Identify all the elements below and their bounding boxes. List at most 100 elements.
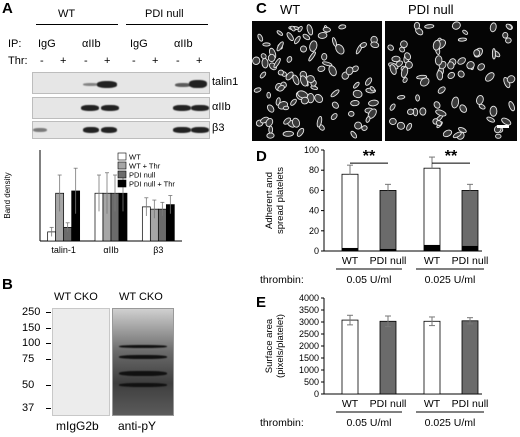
x-tick-label: PDI null xyxy=(452,398,489,410)
platelet xyxy=(491,48,496,60)
y-axis-label: (pixels/platelet) xyxy=(275,314,286,378)
platelet xyxy=(416,74,428,80)
platelet xyxy=(365,77,373,86)
platelet xyxy=(495,133,502,139)
y-tick-label: 500 xyxy=(304,377,319,387)
panel-a-letter: A xyxy=(2,0,13,17)
platelet xyxy=(252,56,261,65)
platelet xyxy=(266,91,271,99)
platelet xyxy=(291,117,300,128)
platelet xyxy=(276,30,284,36)
platelet xyxy=(266,104,275,113)
legend-label: PDI null xyxy=(129,171,156,180)
y-tick-label: 4000 xyxy=(299,293,319,303)
platelet xyxy=(282,130,294,137)
platelet xyxy=(277,69,284,76)
ip-col-aiib-pdi: αIIb xyxy=(174,38,193,50)
b-header-left: WT CKO xyxy=(54,291,98,303)
mw-marker: 250 xyxy=(22,306,41,318)
platelet xyxy=(406,122,413,131)
bar xyxy=(341,319,359,395)
platelet xyxy=(391,55,401,63)
platelet xyxy=(478,103,486,110)
y-tick-label: 40 xyxy=(309,206,319,216)
panel-b-letter: B xyxy=(2,276,13,293)
platelet xyxy=(266,132,275,139)
legend-label: WT + Thr xyxy=(129,162,161,171)
platelet xyxy=(316,115,323,128)
platelet xyxy=(268,125,274,134)
y-tick-label: 20 xyxy=(309,226,319,236)
y-tick-label: 2000 xyxy=(299,341,319,351)
platelet xyxy=(259,71,267,79)
ip-col-igg-wt: IgG xyxy=(38,38,56,50)
y-axis-label: Band density xyxy=(3,172,12,218)
platelet xyxy=(404,52,412,61)
platelet xyxy=(299,75,308,87)
platelet xyxy=(322,26,331,33)
platelet xyxy=(331,101,339,109)
mw-marker: 150 xyxy=(22,322,41,334)
blot-label-aiib: αIIb xyxy=(212,101,231,113)
bar-adherent xyxy=(342,247,358,251)
x-tick-label: PDI null xyxy=(452,255,489,267)
platelet xyxy=(442,129,453,138)
platelet xyxy=(387,44,394,51)
chart-surface-area: 0 500 1000 1500 2000 2500 3000 3500 4000 Surface … xyxy=(260,293,489,429)
platelet xyxy=(330,113,338,121)
mw-markers: 250 150 100 75 50 37 xyxy=(22,306,50,426)
platelet xyxy=(489,105,498,117)
y-axis-label: Surface area xyxy=(264,318,275,373)
thr-sign: + xyxy=(152,55,159,67)
platelet xyxy=(458,126,467,134)
platelet xyxy=(436,70,444,81)
platelet xyxy=(353,81,360,89)
y-tick-label: 60 xyxy=(309,185,319,195)
group-label: 0.025 U/ml xyxy=(425,274,476,286)
platelet xyxy=(424,24,435,29)
y-tick-label: 0 xyxy=(314,246,319,256)
thr-sign: + xyxy=(196,55,203,67)
x-tick-label: WT xyxy=(342,255,359,267)
platelet xyxy=(314,94,324,103)
platelet xyxy=(257,33,264,42)
platelet xyxy=(451,96,460,109)
platelet xyxy=(389,117,397,125)
platelet xyxy=(317,32,328,39)
platelet xyxy=(286,32,294,42)
platelet xyxy=(457,57,466,65)
platelet xyxy=(321,52,328,61)
platelet xyxy=(485,72,495,82)
mw-marker: 37 xyxy=(22,402,35,414)
platelet xyxy=(308,51,316,62)
y-tick-label: 0 xyxy=(314,389,319,399)
bar-adherent xyxy=(462,245,478,251)
x-tick-label: PDI null xyxy=(370,398,407,410)
platelet xyxy=(397,95,406,100)
platelet xyxy=(489,22,497,33)
group-label-wt: WT xyxy=(58,8,76,20)
platelet xyxy=(419,107,427,116)
platelet xyxy=(345,66,354,76)
micrograph-pdi-null xyxy=(385,21,517,141)
x-tick-label: WT xyxy=(342,398,359,410)
ip-col-igg-pdi: IgG xyxy=(130,38,148,50)
platelet xyxy=(338,24,347,30)
thr-sign: - xyxy=(176,55,180,67)
x-tick-label: WT xyxy=(424,398,441,410)
platelet xyxy=(285,71,294,81)
platelet xyxy=(437,86,446,94)
platelet xyxy=(297,90,309,99)
blot-talin1 xyxy=(32,72,210,94)
thr-label: Thr: xyxy=(8,55,28,67)
y-tick-label: 3000 xyxy=(299,317,319,327)
platelet xyxy=(267,53,276,62)
platelet xyxy=(368,99,379,107)
y-tick-label: 100 xyxy=(304,146,319,155)
platelet xyxy=(286,56,293,63)
platelet xyxy=(505,23,513,30)
legend-swatch xyxy=(117,179,127,188)
platelet xyxy=(348,110,355,117)
platelet xyxy=(435,120,442,127)
panel-d-letter: D xyxy=(256,148,267,165)
